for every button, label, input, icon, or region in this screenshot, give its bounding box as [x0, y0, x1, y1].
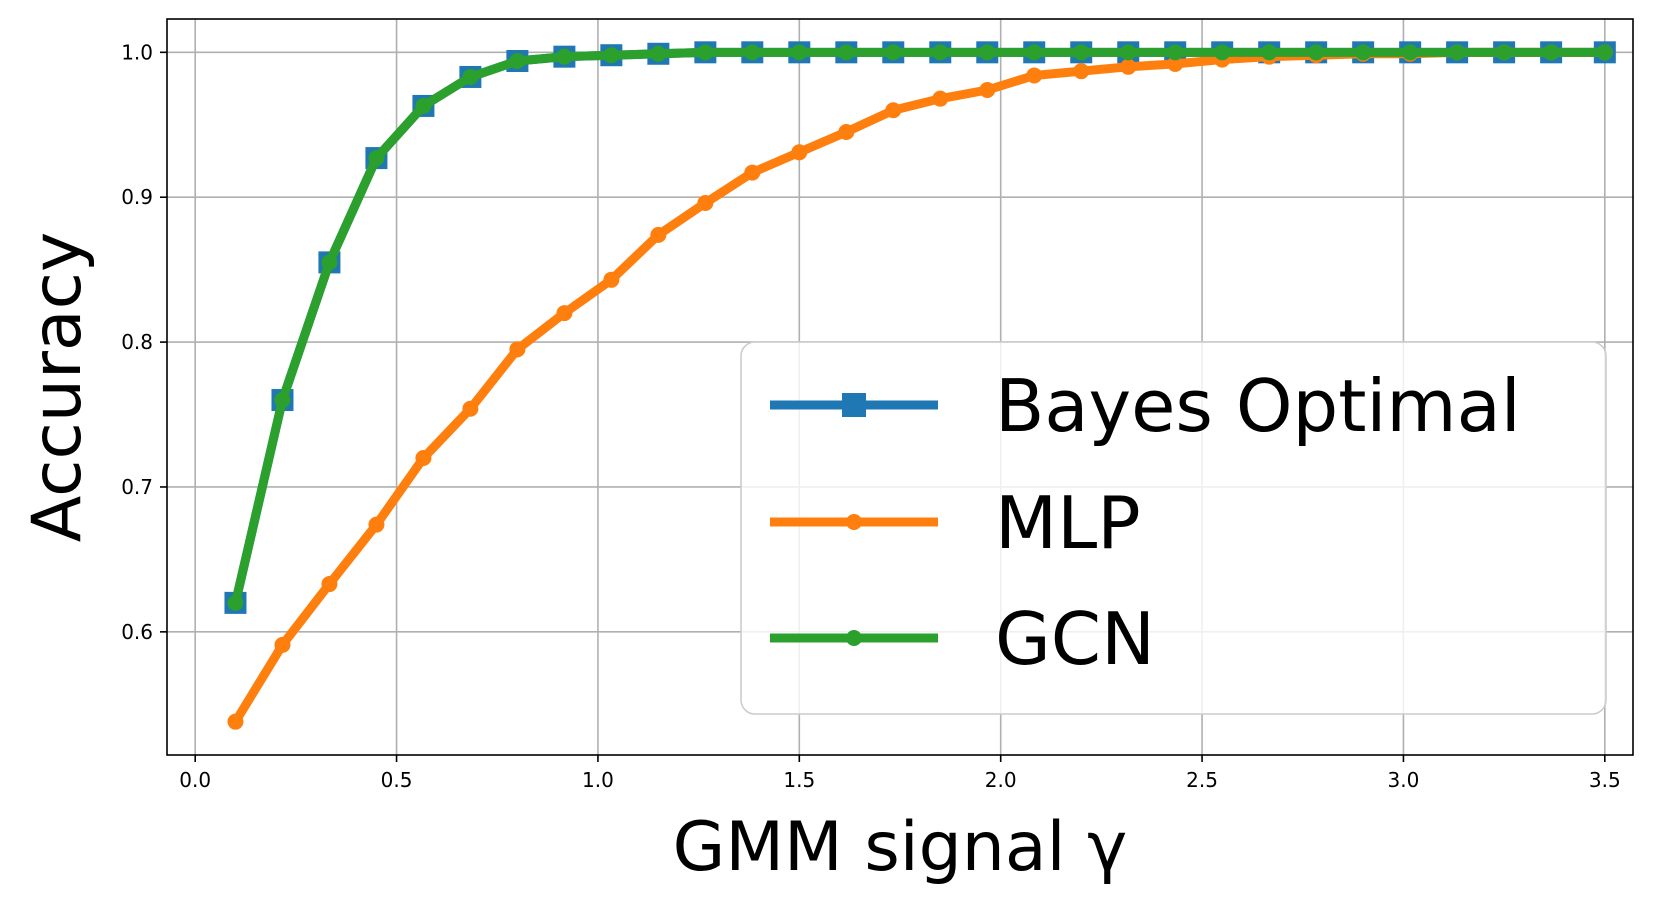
- data-point-mlp: [509, 341, 526, 358]
- x-axis-label: GMM signal γ: [673, 808, 1128, 887]
- legend-label-mlp: MLP: [995, 481, 1141, 565]
- plot-series: [224, 41, 1616, 730]
- data-point-gcn: [1120, 44, 1137, 61]
- y-tick-label: 0.8: [121, 330, 153, 354]
- data-point-gcn: [1214, 44, 1231, 61]
- data-point-gcn: [744, 44, 761, 61]
- legend-marker-bayes-optimal: [842, 393, 866, 417]
- data-point-mlp: [838, 124, 855, 141]
- data-point-mlp: [227, 713, 244, 730]
- data-point-gcn: [603, 47, 620, 64]
- data-point-gcn: [1073, 44, 1090, 61]
- data-point-mlp: [791, 144, 808, 161]
- data-point-gcn: [1167, 44, 1184, 61]
- legend-marker-gcn: [846, 630, 862, 646]
- data-point-gcn: [556, 48, 573, 65]
- data-point-gcn: [1596, 44, 1613, 61]
- data-point-gcn: [979, 44, 996, 61]
- data-point-mlp: [979, 81, 996, 98]
- plot-frame: [166, 18, 1634, 756]
- data-point-mlp: [1026, 67, 1043, 84]
- data-point-gcn: [1402, 44, 1419, 61]
- data-point-gcn: [932, 44, 949, 61]
- data-point-mlp: [697, 195, 714, 211]
- legend-box: [740, 341, 1607, 715]
- data-point-gcn: [1026, 44, 1043, 61]
- axis-ticks: 0.0 0.5 1.0 1.5 2.0 2.5 3.0 3.5 0.6 0.7 0.8 0.9 1.0: [121, 40, 1621, 792]
- legend-label-bayes-optimal: Bayes Optimal: [995, 364, 1521, 448]
- x-tick-label: 3.0: [1388, 768, 1420, 792]
- legend-label-gcn: GCN: [995, 597, 1155, 681]
- legend: Bayes Optimal MLP GCN: [740, 341, 1607, 715]
- data-point-mlp: [556, 305, 573, 322]
- y-axis-label: Accuracy: [18, 232, 97, 542]
- data-point-gcn: [509, 53, 526, 70]
- data-point-gcn: [274, 392, 291, 409]
- x-tick-label: 1.5: [783, 768, 815, 792]
- data-point-gcn: [650, 45, 667, 62]
- data-point-mlp: [603, 271, 620, 288]
- data-point-gcn: [462, 68, 479, 85]
- data-point-gcn: [1449, 44, 1466, 61]
- data-point-mlp: [321, 576, 338, 593]
- data-point-gcn: [1496, 44, 1513, 61]
- x-tick-label: 0.0: [179, 768, 211, 792]
- data-point-mlp: [885, 102, 902, 119]
- data-point-gcn: [1543, 44, 1560, 61]
- data-point-mlp: [650, 226, 667, 243]
- data-point-gcn: [697, 44, 714, 61]
- x-tick-label: 0.5: [381, 768, 413, 792]
- data-point-mlp: [274, 636, 291, 653]
- x-tick-label: 3.5: [1589, 768, 1621, 792]
- data-point-mlp: [932, 90, 949, 107]
- data-point-gcn: [415, 97, 432, 114]
- data-point-mlp: [1073, 63, 1090, 80]
- y-tick-label: 0.7: [121, 475, 153, 499]
- data-point-gcn: [838, 44, 855, 61]
- x-tick-label: 2.5: [1186, 768, 1218, 792]
- data-point-gcn: [227, 594, 244, 611]
- legend-marker-mlp: [846, 514, 862, 530]
- data-point-mlp: [1120, 58, 1137, 75]
- data-point-mlp: [368, 516, 385, 533]
- data-point-mlp: [462, 400, 479, 417]
- series-gcn: [227, 44, 1613, 611]
- y-tick-label: 0.6: [121, 620, 153, 644]
- data-point-gcn: [791, 44, 808, 61]
- data-point-gcn: [321, 254, 338, 271]
- data-point-mlp: [744, 164, 761, 181]
- x-tick-label: 2.0: [985, 768, 1017, 792]
- data-point-gcn: [885, 44, 902, 61]
- y-tick-label: 0.9: [121, 185, 153, 209]
- data-point-mlp: [1167, 55, 1184, 72]
- data-point-gcn: [1308, 44, 1325, 61]
- data-point-gcn: [1261, 44, 1278, 61]
- y-tick-label: 1.0: [121, 40, 153, 64]
- data-point-gcn: [368, 150, 385, 167]
- data-point-gcn: [1355, 44, 1372, 61]
- data-point-mlp: [415, 449, 432, 466]
- x-tick-label: 1.0: [582, 768, 614, 792]
